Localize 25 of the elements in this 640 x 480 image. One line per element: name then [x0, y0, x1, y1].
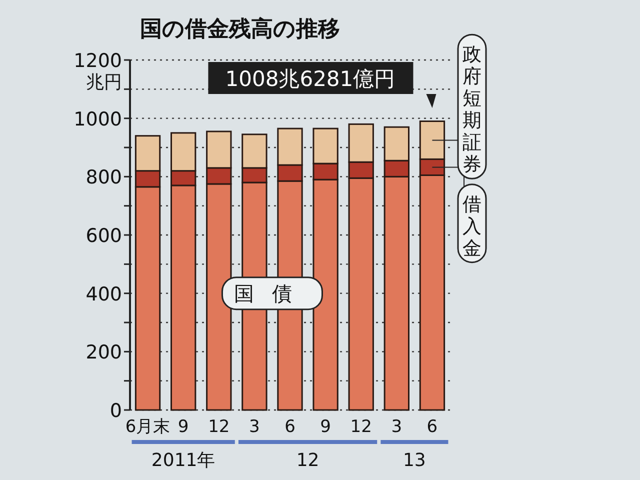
x-tick-label: 12: [350, 417, 372, 437]
annotation: 1008兆6281億円: [225, 67, 396, 91]
x-tick-label: 6: [284, 417, 296, 437]
y-tick-label: 1200: [74, 50, 122, 72]
x-tick-label: 12: [208, 417, 230, 437]
x-tick-label: 6: [426, 417, 438, 437]
x-tick-label: 9: [320, 417, 331, 437]
y-tick-label: 400: [86, 283, 122, 306]
series-label: 国債: [234, 281, 310, 306]
y-axis-title: 兆円: [86, 72, 122, 93]
x-tick-label: 9: [178, 417, 189, 437]
y-tick-label: 600: [86, 225, 122, 247]
x-tick-label: 3: [249, 417, 260, 437]
y-tick-label: 200: [86, 342, 122, 364]
x-tick-label: 6月末: [125, 417, 170, 437]
y-tick-label: 1000: [74, 108, 122, 130]
text: 2011年: [151, 450, 216, 471]
chart-title: 国の借金残高の推移: [140, 16, 340, 42]
y-tick-label: 800: [86, 166, 122, 189]
series-label: 政府短期証券: [462, 44, 482, 176]
series-label: 借入金: [462, 193, 482, 260]
y-tick-label: 0: [110, 400, 122, 422]
text: 13: [402, 450, 426, 471]
text: 12: [296, 450, 320, 471]
x-tick-label: 3: [391, 417, 402, 437]
